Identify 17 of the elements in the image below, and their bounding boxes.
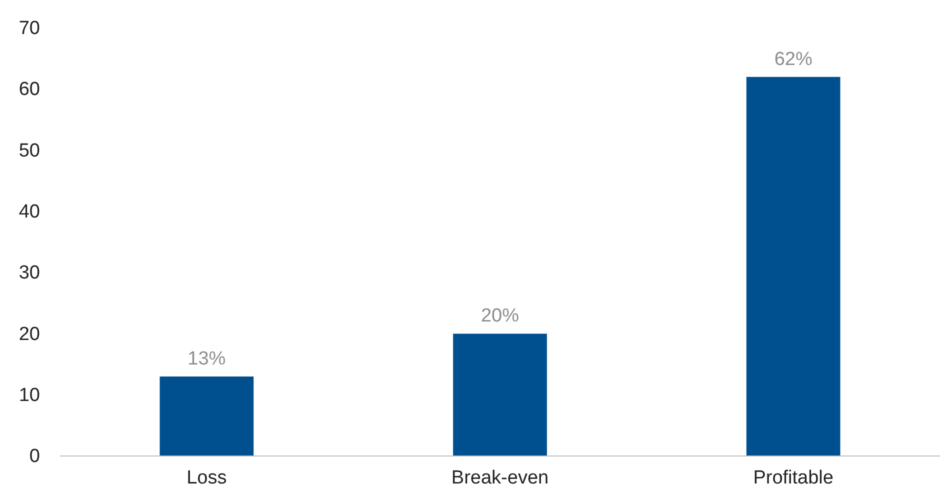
data-label: 20%	[480, 306, 520, 327]
y-tick-label: 20	[18, 324, 40, 345]
data-label: 13%	[188, 348, 226, 370]
y-tick-label: 10	[18, 384, 40, 406]
x-tick-label: Break-even	[451, 467, 549, 488]
bar	[160, 376, 254, 456]
x-tick-label: Loss	[186, 467, 227, 488]
y-tick-label: 70	[18, 18, 40, 40]
bar	[746, 76, 840, 456]
y-tick-label: 60	[18, 79, 40, 100]
x-tick-label: Profitable	[753, 467, 834, 488]
y-tick-label: 50	[18, 140, 40, 162]
data-label: 62%	[774, 48, 812, 70]
y-tick-label: 30	[18, 262, 40, 284]
y-tick-label: 40	[18, 202, 40, 223]
y-tick-label: 0	[29, 446, 40, 468]
bar	[453, 334, 547, 456]
